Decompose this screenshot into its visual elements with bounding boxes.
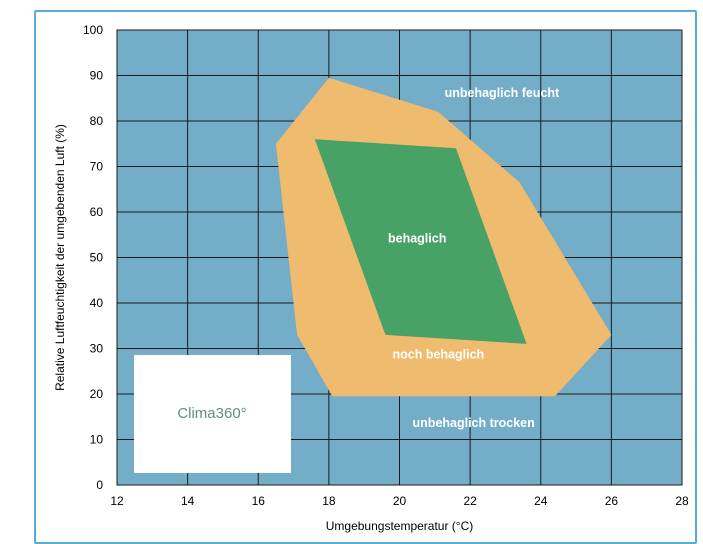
x-tick-label: 20 [393,494,407,508]
x-tick-label: 22 [463,494,477,508]
region-labels: unbehaglich feucht behaglich noch behaglic… [388,86,560,430]
y-tick-label: 20 [90,387,104,401]
x-tick-label: 12 [110,494,124,508]
y-tick-label: 0 [96,478,103,492]
y-tick-label: 80 [90,114,104,128]
y-axis-title: Relative Luftfeuchtigkeit der umgebenden… [53,124,67,391]
grid-lines [116,29,683,486]
y-tick-label: 40 [90,296,104,310]
comfort-regions [275,77,612,397]
logo-text: Clima360° [177,405,246,422]
clima360-logo: Clima360° [134,355,291,473]
x-tick-label: 28 [675,494,689,508]
x-tick-label: 18 [322,494,336,508]
y-tick-label: 70 [90,160,104,174]
region-label: unbehaglich trocken [413,416,535,430]
logo-box [134,355,291,473]
y-tick-label: 10 [90,433,104,447]
region-label: unbehaglich feucht [445,86,560,100]
x-tick-label: 16 [252,494,266,508]
y-tick-labels: 0 10 20 30 40 50 60 70 80 90 100 [83,23,103,492]
x-tick-labels: 12 14 16 18 20 22 24 26 28 [110,494,689,508]
x-tick-label: 14 [181,494,195,508]
y-tick-label: 90 [90,69,104,83]
y-tick-label: 50 [90,251,104,265]
y-tick-label: 60 [90,205,104,219]
region-label: noch behaglich [393,348,485,362]
region-behaglich [314,139,527,344]
y-tick-label: 100 [83,23,103,37]
x-axis-title: Umgebungstemperatur (°C) [326,519,474,533]
region-label: behaglich [388,232,446,246]
x-tick-label: 26 [605,494,619,508]
y-tick-label: 30 [90,342,104,356]
x-tick-label: 24 [534,494,548,508]
